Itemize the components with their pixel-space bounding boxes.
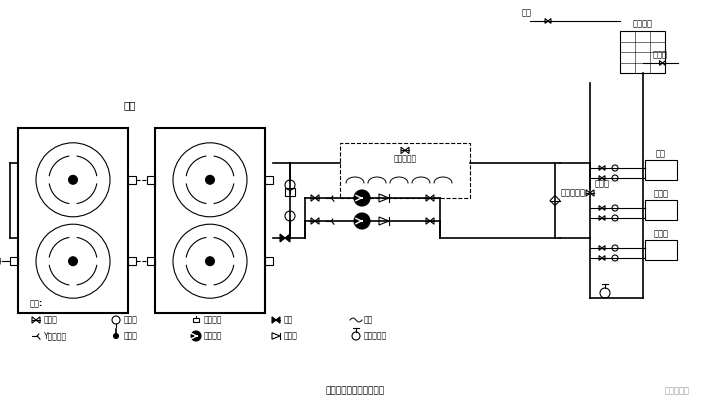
Circle shape	[114, 334, 119, 339]
Text: Y形过滤器: Y形过滤器	[44, 332, 67, 340]
Text: 压力表: 压力表	[124, 316, 138, 325]
Text: 膨胀水箱: 膨胀水箱	[633, 19, 652, 28]
Text: 止回阀: 止回阀	[284, 332, 298, 340]
Text: 三通阀: 三通阀	[653, 229, 669, 238]
Circle shape	[69, 176, 77, 184]
Bar	[128, 176, 136, 184]
Text: 末端: 末端	[656, 149, 666, 158]
Polygon shape	[272, 317, 276, 323]
Polygon shape	[285, 234, 290, 242]
Circle shape	[206, 257, 214, 266]
Bar	[147, 176, 155, 184]
Text: 闸阀: 闸阀	[284, 316, 293, 325]
Bar	[155, 128, 265, 313]
Text: 机组水路系统安装示意图: 机组水路系统安装示意图	[325, 386, 385, 395]
Polygon shape	[280, 234, 285, 242]
Text: 截止阀: 截止阀	[44, 316, 58, 325]
Text: 泄水阀: 泄水阀	[595, 179, 610, 188]
Bar	[10, 257, 18, 265]
Bar	[645, 160, 677, 180]
Bar	[18, 128, 128, 313]
Bar	[128, 257, 136, 265]
Text: 图例:: 图例:	[30, 299, 43, 308]
Bar	[147, 257, 155, 265]
Text: 自动排气阀: 自动排气阀	[364, 332, 387, 340]
Text: 压差旁通阀: 压差旁通阀	[561, 188, 586, 197]
Text: 排污阀: 排污阀	[652, 50, 667, 59]
Text: 板式换热器: 板式换热器	[393, 154, 417, 163]
Text: 郭鹏学暖通: 郭鹏学暖通	[665, 386, 690, 395]
Circle shape	[69, 257, 77, 266]
Polygon shape	[276, 317, 280, 323]
Circle shape	[354, 190, 370, 206]
Bar	[265, 257, 273, 265]
Text: 水流开关: 水流开关	[204, 316, 222, 325]
Text: 循环水泵: 循环水泵	[204, 332, 222, 340]
Bar	[645, 240, 677, 260]
Circle shape	[191, 331, 201, 341]
Circle shape	[354, 213, 370, 229]
Bar	[193, 318, 199, 322]
Circle shape	[206, 176, 214, 184]
Bar	[285, 188, 295, 196]
Bar	[645, 200, 677, 220]
Text: 软接: 软接	[364, 316, 373, 325]
Bar	[340, 143, 470, 198]
Text: 补水: 补水	[522, 8, 532, 17]
Text: 温度计: 温度计	[124, 332, 138, 340]
Text: 三机: 三机	[124, 100, 136, 110]
Text: 二通阀: 二通阀	[653, 189, 669, 198]
Bar	[265, 176, 273, 184]
Bar	[620, 31, 665, 73]
